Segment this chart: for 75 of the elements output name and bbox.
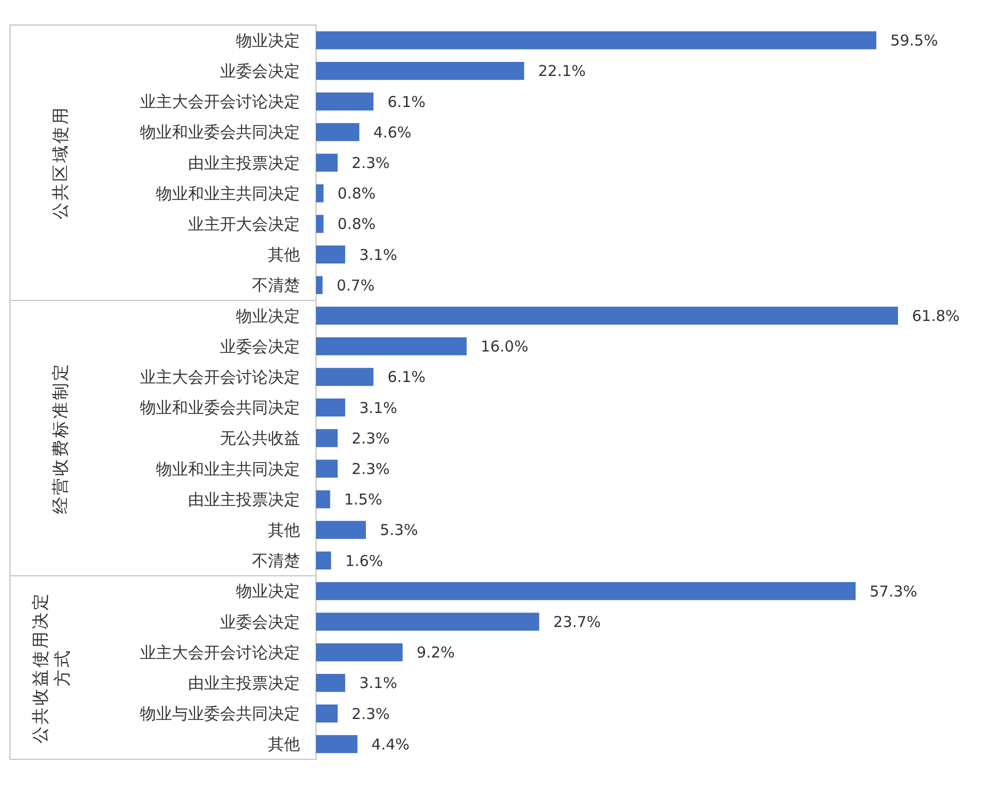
- bar: [316, 246, 346, 264]
- data-label: 16.0%: [480, 338, 528, 356]
- y-tick-label: 物业和业主共同决定: [156, 184, 300, 203]
- data-label: 0.7%: [336, 276, 375, 294]
- data-label: 2.3%: [352, 704, 390, 723]
- bar: [316, 429, 338, 448]
- data-label: 61.8%: [912, 306, 960, 325]
- data-label: 57.3%: [870, 582, 918, 600]
- y-tick-label: 业主大会开会讨论决定: [140, 642, 300, 662]
- bar: [316, 154, 338, 172]
- bar: [316, 643, 403, 662]
- bar: [316, 368, 374, 386]
- data-label: 6.1%: [387, 368, 426, 386]
- y-tick-label: 物业和业委会共同决定: [140, 122, 300, 142]
- bar: [316, 704, 338, 722]
- y-tick-label: 不清楚: [252, 551, 300, 570]
- y-tick-label: 业委会决定: [220, 612, 300, 632]
- bar: [316, 62, 524, 80]
- y-tick-label: 物业决定: [236, 30, 300, 50]
- bar: [316, 612, 540, 631]
- y-axis-title: 公共区域使用: [50, 106, 71, 220]
- data-label: 2.3%: [352, 429, 390, 448]
- bar: [316, 184, 324, 202]
- y-tick-label: 物业决定: [236, 582, 300, 601]
- y-tick-label: 物业和业委会共同决定: [140, 398, 300, 418]
- data-label: 22.1%: [538, 62, 586, 80]
- data-label: 0.8%: [338, 215, 376, 234]
- y-tick-label: 由业主投票决定: [188, 490, 300, 509]
- y-tick-label: 业委会决定: [220, 336, 300, 356]
- bar: [316, 460, 338, 478]
- data-label: 9.2%: [416, 644, 455, 662]
- bar: [316, 123, 360, 142]
- y-tick-label: 其他: [268, 520, 300, 540]
- data-label: 0.8%: [338, 184, 376, 203]
- bar: [316, 582, 856, 600]
- bar: [316, 31, 876, 50]
- bar: [316, 306, 898, 325]
- data-label: 1.6%: [345, 552, 384, 570]
- data-label: 3.1%: [359, 398, 398, 417]
- y-tick-label: 业主大会开会讨论决定: [140, 92, 300, 112]
- data-label: 3.1%: [359, 246, 398, 264]
- y-tick-label: 业主大会开会讨论决定: [140, 368, 300, 386]
- data-label: 4.4%: [371, 735, 410, 754]
- bar: [316, 520, 366, 539]
- bar: [316, 276, 323, 294]
- y-tick-label: 其他: [268, 245, 300, 264]
- data-label: 2.3%: [352, 460, 390, 478]
- bar: [316, 92, 374, 110]
- data-label: 3.1%: [359, 674, 398, 692]
- y-tick-label: 物业和业主共同决定: [156, 459, 300, 478]
- y-tick-label: 由业主投票决定: [188, 674, 300, 692]
- bar: [316, 398, 346, 416]
- y-tick-label: 不清楚: [252, 276, 300, 295]
- y-tick-label: 物业与业委会共同决定: [140, 704, 300, 724]
- bar: [316, 337, 467, 356]
- bar: [316, 490, 330, 508]
- data-label: 6.1%: [387, 92, 426, 111]
- y-tick-label: 业委会决定: [220, 62, 300, 80]
- data-label: 1.5%: [344, 490, 382, 509]
- data-label: 59.5%: [890, 32, 938, 50]
- bar: [316, 214, 324, 233]
- y-tick-label: 无公共收益: [220, 428, 300, 448]
- y-axis-title: 公共收益使用决定方式: [30, 592, 74, 744]
- data-label: 4.6%: [373, 123, 412, 142]
- y-axis-title: 经营收费标准制定: [50, 362, 71, 514]
- y-tick-label: 其他: [268, 734, 300, 754]
- y-tick-label: 由业主投票决定: [188, 153, 300, 172]
- data-label: 5.3%: [380, 521, 418, 540]
- y-tick-label: 业主开大会决定: [188, 214, 300, 234]
- y-tick-label: 物业决定: [236, 306, 300, 326]
- bar: [316, 735, 358, 754]
- bar: [316, 674, 346, 692]
- bar: [316, 552, 332, 570]
- data-label: 2.3%: [352, 154, 390, 172]
- data-label: 23.7%: [553, 612, 601, 631]
